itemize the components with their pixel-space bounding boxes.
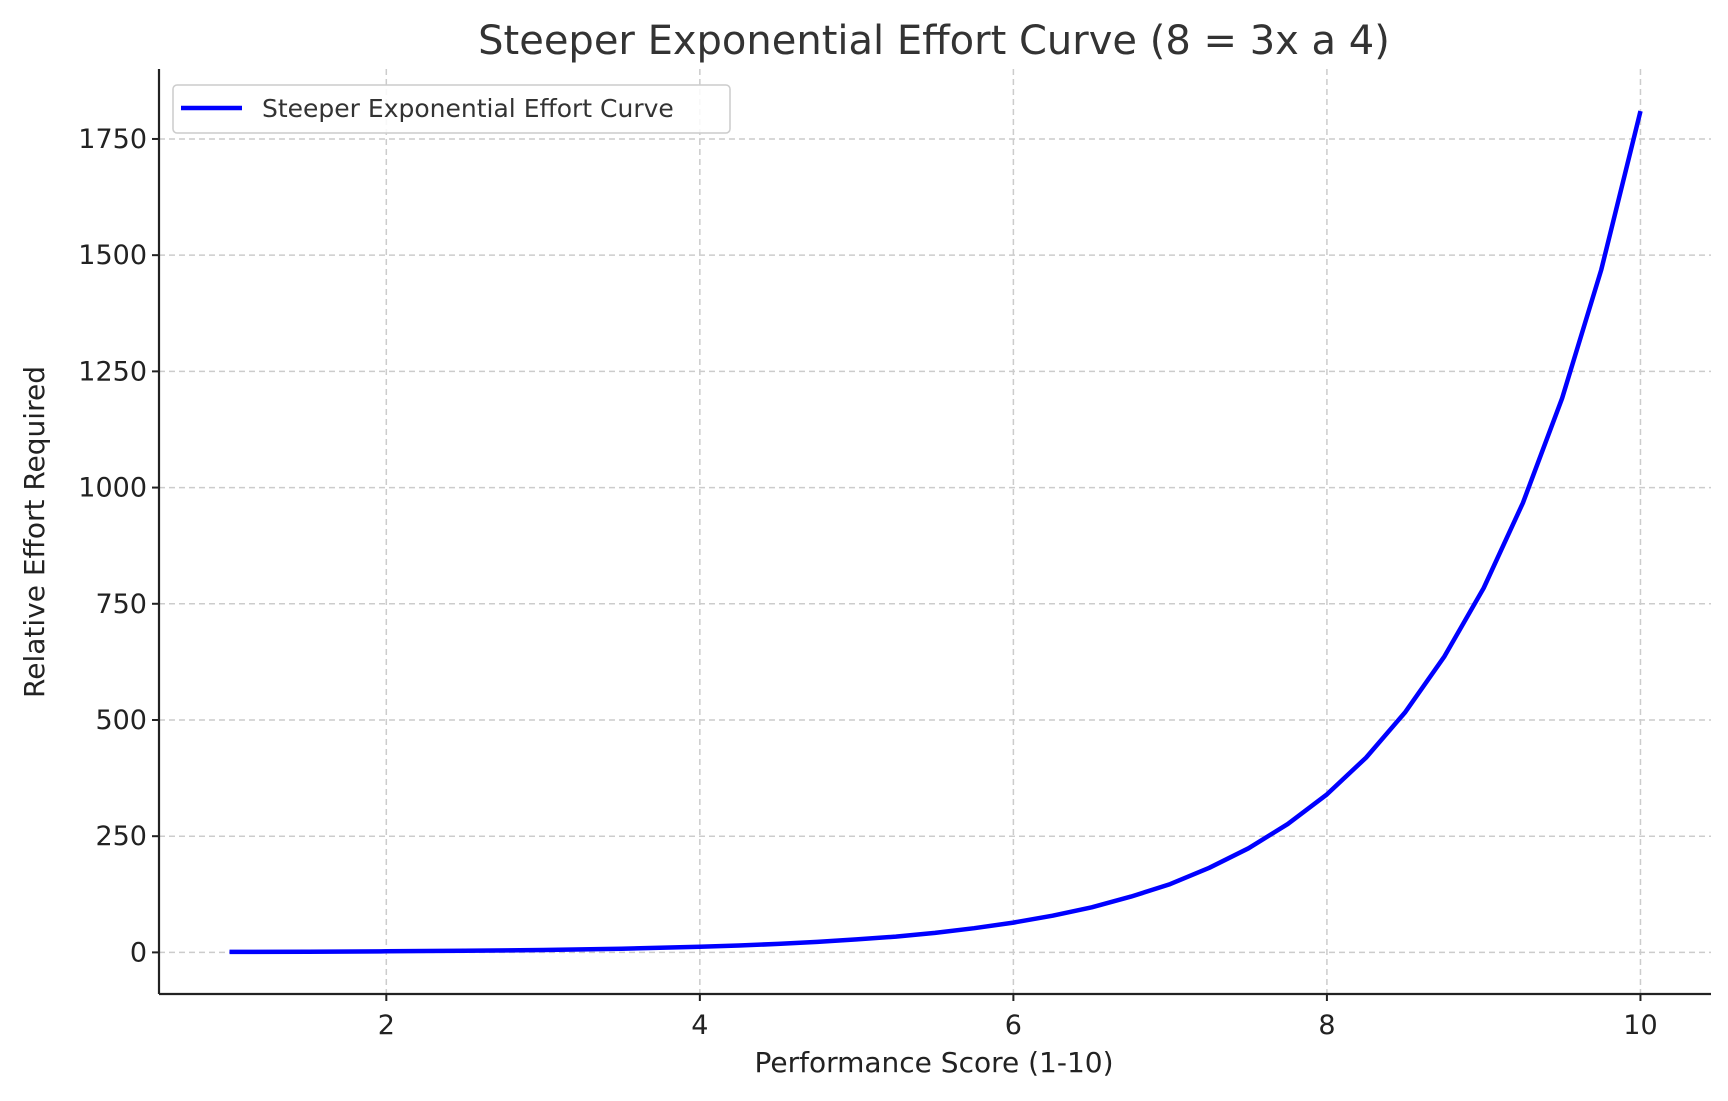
y-tick-label: 500 bbox=[95, 705, 147, 736]
y-tick-label: 0 bbox=[130, 937, 147, 968]
legend-label: Steeper Exponential Effort Curve bbox=[262, 94, 674, 123]
series-line bbox=[229, 110, 1643, 955]
y-tick-label: 1500 bbox=[78, 240, 147, 271]
x-tick-label: 4 bbox=[691, 1010, 708, 1041]
x-tick-label: 2 bbox=[378, 1010, 395, 1041]
legend-box bbox=[172, 84, 731, 134]
x-tick-label: 6 bbox=[1005, 1010, 1022, 1041]
chart-title: Steeper Exponential Effort Curve (8 = 3x… bbox=[478, 18, 1390, 64]
axes: 2 4 6 8 10 0 250 500 750 1000 1250 1500 1750 bbox=[78, 69, 1711, 1041]
y-tick-label: 750 bbox=[95, 589, 147, 620]
series-layer bbox=[229, 110, 1643, 955]
y-tick-label: 1000 bbox=[78, 473, 147, 504]
y-tick-label: 250 bbox=[95, 821, 147, 852]
y-tick-label: 1250 bbox=[78, 356, 147, 387]
y-axis-label: Relative Effort Required bbox=[18, 366, 51, 698]
x-tick-label: 10 bbox=[1623, 1010, 1657, 1041]
y-tick-label: 1750 bbox=[78, 124, 147, 155]
legend: Steeper Exponential Effort Curve bbox=[172, 84, 731, 134]
x-axis-label: Performance Score (1-10) bbox=[754, 1046, 1113, 1079]
x-tick-label: 8 bbox=[1318, 1010, 1335, 1041]
grid bbox=[159, 69, 1711, 994]
